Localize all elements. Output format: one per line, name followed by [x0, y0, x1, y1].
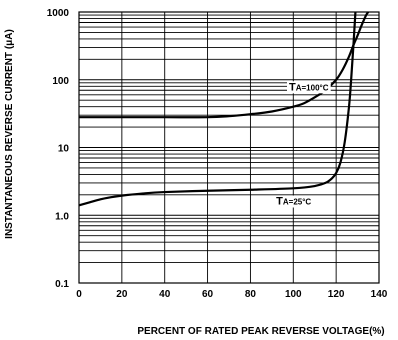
y-tick-label: 100: [52, 76, 69, 87]
y-axis-label: INSTANTANEOUS REVERSE CURRENT (μA): [4, 29, 15, 239]
y-tick-label: 1.0: [55, 211, 69, 222]
annotations-layer: TA=100°C TA=25°C: [274, 81, 331, 208]
plot-frame: [78, 11, 380, 284]
series-label-text: TA=100°C: [289, 81, 329, 93]
series-label-0: TA=100°C: [287, 81, 331, 94]
series-label-1: TA=25°C: [274, 195, 314, 208]
x-tick-label: 0: [76, 289, 82, 300]
x-tick-label: 100: [285, 289, 302, 300]
y-tick-label: 0.1: [55, 279, 69, 290]
series-layer: [78, 11, 370, 207]
tick-labels: 0 20 40 60 80 100 120 140 0.1 1.0 10 100 1000: [47, 8, 388, 300]
x-axis-label: PERCENT OF RATED PEAK REVERSE VOLTAGE(%): [137, 326, 384, 337]
x-tick-label: 60: [202, 289, 214, 300]
series-label-background: [274, 195, 314, 208]
x-tick-label: 120: [328, 289, 345, 300]
series-label-text: TA=25°C: [276, 196, 311, 208]
x-tick-label: 20: [116, 289, 128, 300]
y-tick-label: 1000: [47, 8, 70, 19]
x-tick-label: 140: [371, 289, 388, 300]
series-line-0: [78, 11, 370, 119]
series-label-background: [287, 81, 331, 94]
y-tick-label: 10: [58, 144, 70, 155]
x-tick-label: 40: [159, 289, 171, 300]
x-tick-label: 80: [245, 289, 257, 300]
series-line-1: [78, 11, 357, 207]
